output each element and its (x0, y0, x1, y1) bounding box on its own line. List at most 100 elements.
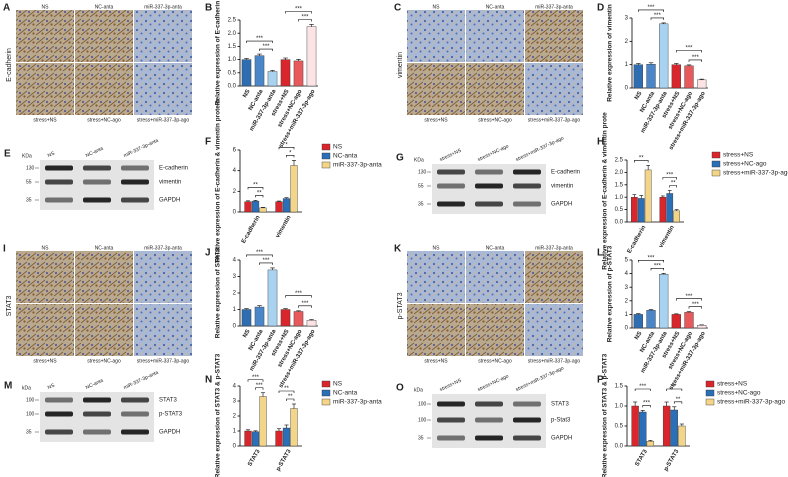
blot-band (45, 165, 73, 171)
legend-label: stress+NC-ago (717, 390, 761, 397)
panel-letter: O (396, 383, 404, 394)
ihc-image (466, 251, 524, 303)
group-label: miR-337-3p-anta (535, 245, 573, 251)
y-tick-label: 2.0 (615, 170, 624, 176)
y-tick-label: 0.5 (615, 207, 624, 213)
bar (671, 314, 681, 329)
y-tick-label: 1 (233, 429, 237, 435)
bar (251, 431, 260, 447)
sig-label: *** (654, 263, 662, 269)
y-tick-label: 0 (233, 444, 237, 450)
blot-band (121, 165, 149, 171)
sig-label: *** (692, 55, 700, 61)
y-tick-label: 1 (233, 307, 237, 313)
sig-bracket (247, 187, 264, 190)
sig-bracket (634, 388, 651, 391)
sig-label: *** (295, 291, 303, 297)
lane-label: stress+miR-337-3p-ago (515, 135, 565, 163)
y-tick-label: 4 (233, 168, 237, 174)
ihc-image (525, 10, 583, 62)
y-tick-label: 6 (233, 148, 237, 154)
bar (254, 55, 265, 87)
y-tick-label: 2 (233, 414, 237, 420)
sig-bracket (642, 405, 651, 408)
blot-band (45, 397, 73, 403)
blot-band (475, 435, 503, 441)
bar (671, 64, 681, 89)
sig-bracket (285, 11, 312, 14)
y-tick-label: 1.0 (228, 57, 237, 63)
sig-bracket (688, 306, 702, 309)
ihc-image (407, 10, 465, 62)
bar (241, 309, 252, 327)
band-label: vimentin (159, 180, 181, 186)
x-tick-label: STAT3 (635, 448, 650, 467)
x-tick-label: E-cadherin (241, 215, 262, 245)
unit-label: kDa (22, 385, 31, 391)
sig-label: *** (647, 5, 655, 11)
marker-label: 100 (418, 417, 427, 423)
sig-label: *** (692, 302, 700, 308)
legend-label: miR-337-3p-anta (333, 162, 382, 169)
legend-label: stress+miR-337-3p-ago (717, 399, 785, 406)
x-tick-label: STAT3 (247, 448, 262, 467)
blot-band (513, 169, 541, 175)
bar (241, 59, 252, 87)
bar (282, 198, 291, 213)
ihc-image (466, 10, 524, 62)
unit-label: kDa (414, 387, 423, 393)
bar (646, 441, 655, 447)
sig-label: *** (666, 173, 674, 179)
panel-letter: F (205, 137, 211, 148)
ihc-image (525, 251, 583, 303)
ihc-image (134, 304, 192, 356)
x-tick-label: vimentin (658, 224, 676, 249)
bar (633, 64, 643, 89)
bar (670, 409, 678, 447)
ihc-image (525, 304, 583, 356)
marker-label: 35 (26, 197, 32, 203)
blot-band (121, 429, 149, 435)
sig-label: *** (252, 375, 260, 381)
y-tick-label: 2 (233, 189, 237, 195)
stain-label: E-cadherin (6, 48, 13, 82)
panel-letter: J (205, 248, 211, 259)
sig-label: ** (284, 386, 289, 392)
stain-label: vimentin (397, 52, 404, 78)
y-axis-label: Relative expression of E-cadherin & vime… (602, 112, 609, 270)
ihc-image (407, 63, 465, 115)
ihc-image (16, 304, 74, 356)
x-tick-label: E-cadherin (627, 225, 648, 255)
blot-band (437, 183, 465, 189)
x-tick-label: NS (634, 331, 643, 341)
blot-band (513, 201, 541, 207)
bar (280, 59, 291, 87)
group-label: stress+NS (424, 117, 448, 123)
y-tick-label: 3 (233, 399, 237, 405)
band-label: GAPDH (159, 430, 180, 436)
sig-bracket (634, 160, 649, 163)
sig-label: *** (654, 13, 662, 19)
y-tick-label: 0 (233, 210, 237, 216)
sig-bracket (285, 295, 312, 298)
sig-bracket (298, 19, 312, 22)
ihc-image (16, 10, 74, 62)
marker-label: 35 (418, 435, 424, 441)
blot-band (83, 165, 111, 171)
y-tick-label: 0 (625, 326, 629, 332)
y-axis-label: Relative expression of E-cadherin & vime… (215, 99, 222, 262)
ihc-image (134, 10, 192, 62)
x-tick-label: NS (242, 329, 251, 339)
sig-bracket (650, 17, 664, 20)
bar (697, 325, 707, 329)
legend-label: stress+NC-ago (723, 161, 767, 168)
sig-label: *** (301, 301, 309, 307)
y-tick-label: 4 (233, 258, 237, 264)
sig-bracket (650, 268, 664, 271)
lane-label: NS (47, 382, 56, 391)
blot-band (45, 197, 73, 203)
sig-bracket (259, 48, 273, 52)
group-label: miR-337-3p-anta (144, 4, 182, 10)
marker-label: 55 (418, 183, 424, 189)
bar (659, 196, 667, 223)
